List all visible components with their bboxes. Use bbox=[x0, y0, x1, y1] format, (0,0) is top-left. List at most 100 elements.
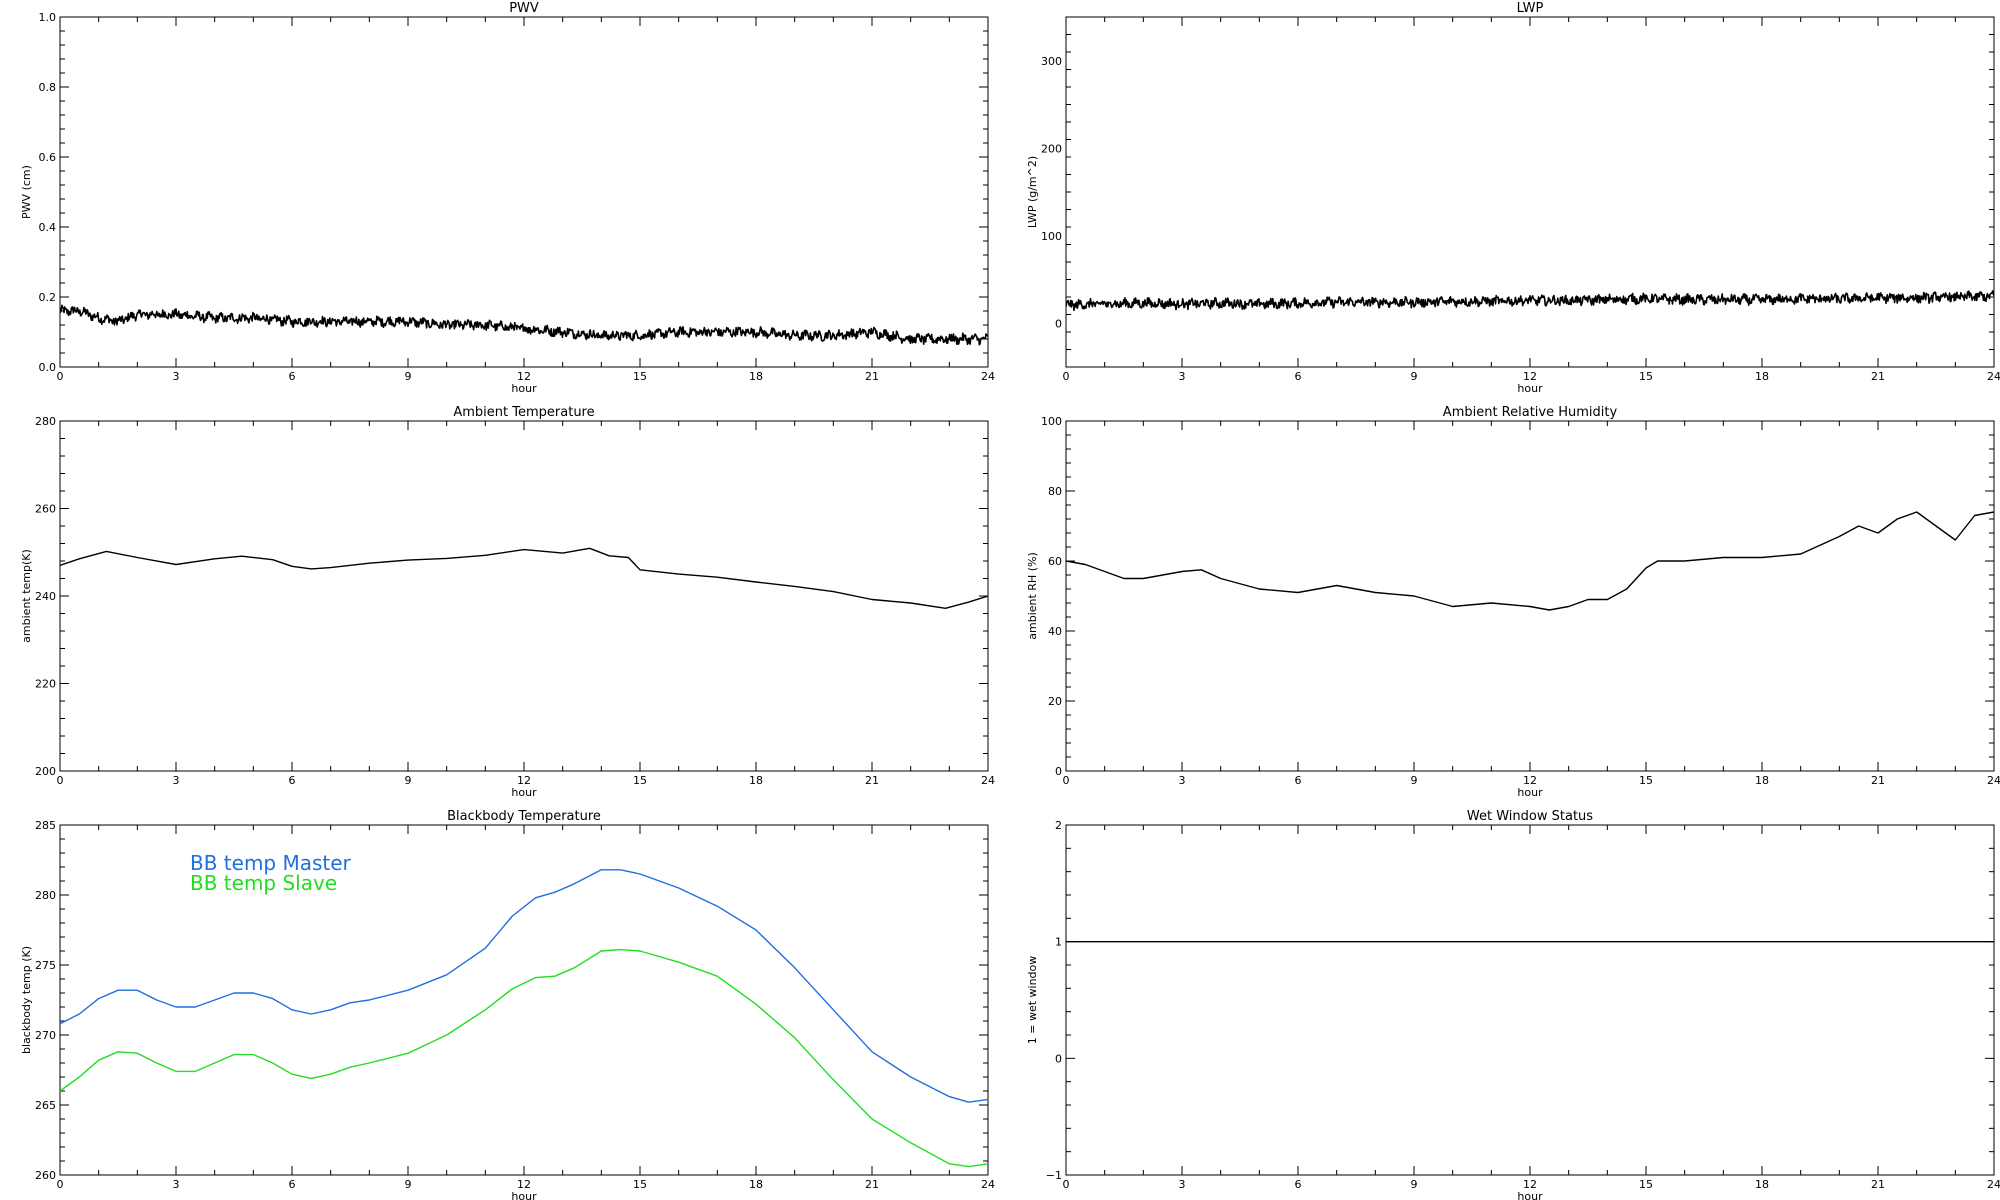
x-tick-label: 18 bbox=[749, 774, 763, 787]
x-tick-label: 18 bbox=[1755, 774, 1769, 787]
x-tick-label: 3 bbox=[1179, 370, 1186, 383]
chart-panel: Blackbody Temperature 0 3 6 9 12 15 18 21 24 hour 2… bbox=[20, 809, 995, 1200]
x-tick-label: 21 bbox=[1871, 1178, 1885, 1191]
y-tick-label: 2 bbox=[1055, 819, 1062, 832]
x-tick-label: 0 bbox=[1063, 1178, 1070, 1191]
y-tick-label: 280 bbox=[35, 889, 56, 902]
y-tick-label: 1.0 bbox=[39, 11, 57, 24]
x-tick-label: 15 bbox=[1639, 774, 1653, 787]
y-axis-label: 1 = wet window bbox=[1026, 956, 1039, 1045]
x-axis-label: hour bbox=[1517, 382, 1543, 395]
x-axis-label: hour bbox=[511, 382, 537, 395]
chart-title: Ambient Relative Humidity bbox=[1443, 405, 1618, 420]
x-tick-label: 18 bbox=[1755, 1178, 1769, 1191]
y-axis-label: ambient temp(K) bbox=[20, 549, 33, 643]
y-tick-label: 80 bbox=[1048, 485, 1062, 498]
x-tick-label: 24 bbox=[1987, 370, 2000, 383]
x-tick-label: 15 bbox=[1639, 370, 1653, 383]
y-tick-label: 220 bbox=[35, 678, 56, 691]
x-tick-label: 18 bbox=[749, 370, 763, 383]
y-tick-label: 0.2 bbox=[39, 291, 57, 304]
y-tick-label: 0 bbox=[1055, 765, 1062, 778]
x-tick-label: 9 bbox=[1411, 774, 1418, 787]
x-tick-label: 6 bbox=[289, 1178, 296, 1191]
chart-panel: PWV 0 3 6 9 12 15 18 21 24 hour 0.0 0.2 0.4 0.6 0.8 1.0 P… bbox=[20, 1, 995, 395]
x-tick-label: 6 bbox=[289, 370, 296, 383]
x-tick-label: 9 bbox=[405, 370, 412, 383]
x-tick-label: 0 bbox=[57, 774, 64, 787]
legend-entry: BB temp Master bbox=[190, 851, 352, 875]
x-axis-label: hour bbox=[511, 786, 537, 799]
x-tick-label: 15 bbox=[1639, 1178, 1653, 1191]
x-tick-label: 9 bbox=[1411, 1178, 1418, 1191]
series-line bbox=[60, 547, 988, 609]
chart-title: Blackbody Temperature bbox=[447, 809, 601, 824]
x-tick-label: 3 bbox=[1179, 774, 1186, 787]
x-tick-label: 12 bbox=[1523, 1178, 1537, 1191]
x-tick-label: 24 bbox=[1987, 1178, 2000, 1191]
x-tick-label: 21 bbox=[1871, 370, 1885, 383]
x-tick-label: 12 bbox=[517, 774, 531, 787]
y-tick-label: 240 bbox=[35, 590, 56, 603]
series-line bbox=[1066, 511, 1994, 611]
x-tick-label: 12 bbox=[517, 1178, 531, 1191]
x-tick-label: 9 bbox=[405, 774, 412, 787]
chart-title: Ambient Temperature bbox=[453, 405, 594, 420]
x-tick-label: 21 bbox=[865, 1178, 879, 1191]
y-tick-label: −1 bbox=[1046, 1169, 1062, 1182]
x-tick-label: 21 bbox=[865, 370, 879, 383]
y-tick-label: 260 bbox=[35, 1169, 56, 1182]
x-tick-label: 0 bbox=[57, 1178, 64, 1191]
x-tick-label: 0 bbox=[1063, 774, 1070, 787]
x-tick-label: 15 bbox=[633, 370, 647, 383]
x-tick-label: 12 bbox=[517, 370, 531, 383]
y-tick-label: 60 bbox=[1048, 555, 1062, 568]
x-tick-label: 12 bbox=[1523, 774, 1537, 787]
y-tick-label: 20 bbox=[1048, 695, 1062, 708]
y-tick-label: 1 bbox=[1055, 936, 1062, 949]
x-tick-label: 15 bbox=[633, 774, 647, 787]
x-tick-label: 24 bbox=[981, 774, 995, 787]
x-tick-label: 9 bbox=[1411, 370, 1418, 383]
legend-entry: BB temp Slave bbox=[190, 871, 337, 895]
y-tick-label: 275 bbox=[35, 959, 56, 972]
y-tick-label: 0 bbox=[1055, 1052, 1062, 1065]
y-tick-label: 280 bbox=[35, 415, 56, 428]
plot-frame bbox=[59, 420, 989, 772]
x-tick-label: 18 bbox=[1755, 370, 1769, 383]
series-line bbox=[60, 948, 988, 1168]
y-axis-label: ambient RH (%) bbox=[1026, 552, 1039, 640]
y-tick-label: 0.0 bbox=[39, 361, 57, 374]
chart-title: PWV bbox=[509, 1, 539, 16]
y-tick-label: 0.4 bbox=[39, 221, 57, 234]
x-axis-label: hour bbox=[1517, 1190, 1543, 1200]
x-tick-label: 3 bbox=[1179, 1178, 1186, 1191]
chart-title: Wet Window Status bbox=[1467, 809, 1593, 824]
x-axis-label: hour bbox=[511, 1190, 537, 1200]
y-tick-label: 0.6 bbox=[39, 151, 57, 164]
x-tick-label: 3 bbox=[173, 370, 180, 383]
y-tick-label: 0 bbox=[1055, 317, 1062, 330]
plot-frame bbox=[1065, 824, 1995, 1176]
chart-panel: Ambient Temperature 0 3 6 9 12 15 18 21 24 hour 200… bbox=[20, 405, 995, 799]
x-tick-label: 12 bbox=[1523, 370, 1537, 383]
y-tick-label: 285 bbox=[35, 819, 56, 832]
y-tick-label: 100 bbox=[1041, 230, 1062, 243]
x-tick-label: 6 bbox=[1295, 774, 1302, 787]
x-tick-label: 24 bbox=[1987, 774, 2000, 787]
x-tick-label: 18 bbox=[749, 1178, 763, 1191]
series-line bbox=[60, 869, 988, 1103]
y-tick-label: 265 bbox=[35, 1099, 56, 1112]
x-tick-label: 6 bbox=[289, 774, 296, 787]
y-tick-label: 40 bbox=[1048, 625, 1062, 638]
y-tick-label: 300 bbox=[1041, 55, 1062, 68]
x-tick-label: 21 bbox=[865, 774, 879, 787]
y-tick-label: 200 bbox=[35, 765, 56, 778]
x-tick-label: 9 bbox=[405, 1178, 412, 1191]
x-tick-label: 3 bbox=[173, 774, 180, 787]
x-tick-label: 21 bbox=[1871, 774, 1885, 787]
chart-panel: Ambient Relative Humidity 0 3 6 9 12 15 18 21 24 h… bbox=[1026, 405, 2000, 799]
y-axis-label: LWP (g/m^2) bbox=[1026, 156, 1039, 228]
